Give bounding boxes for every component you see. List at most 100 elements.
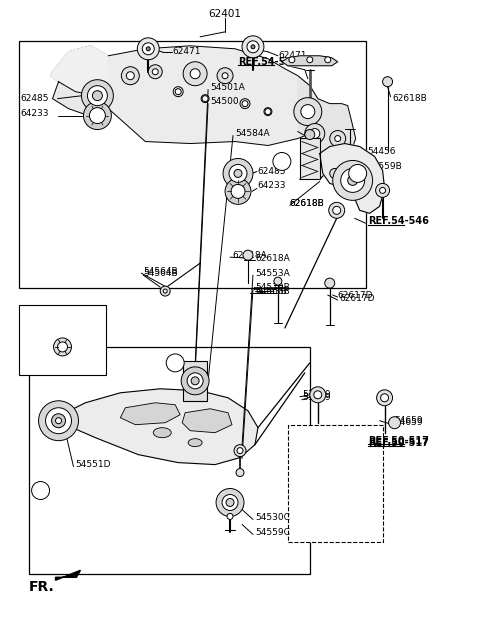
Circle shape [389, 417, 400, 429]
Bar [300, 138, 320, 179]
Circle shape [191, 377, 199, 385]
Circle shape [243, 250, 253, 260]
Circle shape [190, 69, 200, 78]
Text: 51749: 51749 [302, 394, 330, 403]
Text: 54564B: 54564B [144, 267, 178, 276]
Text: 1339GB: 1339GB [24, 311, 61, 320]
Circle shape [93, 91, 102, 101]
Text: 62485: 62485 [257, 167, 286, 176]
Polygon shape [282, 56, 338, 66]
Circle shape [234, 170, 242, 177]
Text: A: A [279, 157, 285, 166]
Text: 54500: 54500 [210, 97, 239, 106]
Text: 54563B: 54563B [252, 287, 287, 296]
Circle shape [58, 342, 68, 352]
Text: 54553A: 54553A [255, 269, 290, 278]
Polygon shape [120, 403, 180, 424]
Circle shape [46, 408, 72, 433]
Circle shape [226, 498, 234, 507]
Circle shape [229, 165, 247, 183]
Circle shape [201, 95, 209, 103]
Circle shape [160, 286, 170, 296]
Text: 54564B: 54564B [144, 269, 178, 278]
Circle shape [236, 469, 244, 476]
Circle shape [274, 277, 282, 285]
Text: REF.50-517: REF.50-517 [368, 436, 429, 446]
Circle shape [325, 278, 335, 288]
Circle shape [222, 494, 238, 511]
Circle shape [348, 176, 358, 185]
Circle shape [305, 123, 325, 143]
Circle shape [330, 131, 346, 147]
Circle shape [273, 152, 291, 170]
Circle shape [381, 394, 389, 402]
Bar [183, 361, 207, 401]
Circle shape [216, 489, 244, 516]
Circle shape [251, 45, 255, 49]
Circle shape [137, 38, 159, 60]
Text: 62485: 62485 [21, 94, 49, 103]
Circle shape [227, 514, 233, 520]
Circle shape [89, 107, 106, 123]
Text: 64233: 64233 [257, 181, 286, 190]
Circle shape [237, 448, 243, 453]
Text: A: A [38, 486, 44, 495]
Text: 54563B: 54563B [255, 287, 290, 296]
Circle shape [126, 72, 134, 80]
Text: 54501A: 54501A [210, 83, 245, 92]
Text: REF.50-517: REF.50-517 [368, 438, 429, 448]
Polygon shape [50, 389, 258, 465]
Polygon shape [88, 46, 320, 145]
Circle shape [247, 41, 259, 53]
Circle shape [87, 86, 108, 105]
Circle shape [333, 206, 341, 214]
Text: 62618B: 62618B [290, 199, 324, 208]
Text: 54519B: 54519B [255, 283, 290, 291]
Circle shape [54, 338, 72, 356]
Circle shape [376, 183, 390, 197]
Circle shape [307, 57, 313, 63]
Circle shape [187, 373, 203, 389]
Polygon shape [56, 570, 81, 580]
Circle shape [234, 445, 246, 457]
Circle shape [242, 101, 248, 107]
Circle shape [264, 107, 272, 116]
Polygon shape [320, 143, 384, 213]
Circle shape [51, 413, 65, 428]
Circle shape [265, 109, 271, 114]
Text: B: B [172, 358, 178, 367]
Text: 62618A: 62618A [255, 254, 290, 263]
Circle shape [222, 73, 228, 78]
Circle shape [333, 161, 372, 201]
Circle shape [152, 69, 158, 75]
Circle shape [202, 96, 208, 102]
Circle shape [148, 65, 162, 78]
Circle shape [84, 102, 111, 129]
Text: 62471: 62471 [278, 51, 306, 60]
Circle shape [330, 168, 340, 178]
Text: 51749: 51749 [302, 390, 330, 399]
Circle shape [38, 401, 78, 440]
Text: 54559B: 54559B [368, 162, 402, 171]
Polygon shape [50, 46, 119, 96]
Circle shape [310, 129, 320, 138]
Circle shape [240, 98, 250, 109]
Text: 54659: 54659 [395, 418, 423, 427]
Circle shape [32, 482, 49, 500]
Text: 54559C: 54559C [255, 528, 290, 537]
Circle shape [305, 129, 315, 140]
Text: 62401: 62401 [208, 9, 241, 19]
Circle shape [121, 67, 139, 85]
Circle shape [341, 168, 365, 192]
Bar [288, 424, 383, 542]
Circle shape [56, 418, 61, 424]
Text: 62618B: 62618B [393, 94, 427, 103]
Circle shape [223, 158, 253, 188]
Circle shape [335, 136, 341, 141]
Circle shape [377, 390, 393, 406]
Text: 54584A: 54584A [235, 129, 270, 138]
Polygon shape [182, 409, 232, 433]
Text: 62617D: 62617D [340, 294, 375, 303]
Circle shape [348, 165, 367, 183]
Text: 62617D: 62617D [338, 291, 373, 300]
